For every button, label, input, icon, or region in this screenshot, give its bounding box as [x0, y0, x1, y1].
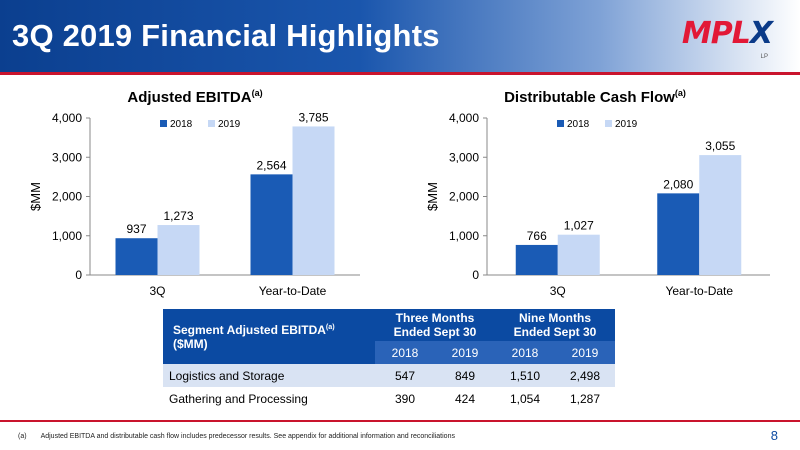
table-row-label: Gathering and Processing [163, 387, 375, 410]
dcf-y-tick-label: 4,000 [449, 111, 479, 125]
dcf-y-tick-label: 1,000 [449, 229, 479, 243]
ebitda-bar-2018 [115, 238, 158, 275]
header-banner: 3Q 2019 Financial Highlights MPLX LP [0, 0, 800, 72]
table-cell: 2,498 [555, 364, 615, 387]
page-title: 3Q 2019 Financial Highlights [12, 18, 440, 53]
footnote-text: Adjusted EBITDA and distributable cash f… [40, 433, 455, 440]
dcf-y-tick-label: 0 [472, 268, 479, 282]
ebitda-y-axis-label: $MM [28, 182, 43, 211]
dcf-bar-2018 [515, 244, 558, 275]
ebitda-x-tick-label: 3Q [149, 284, 165, 298]
table-group-header-three-months: Three Months Ended Sept 30 [375, 309, 495, 341]
dcf-x-tick-label: Year-to-Date [665, 284, 733, 298]
ebitda-bar-2019 [292, 126, 335, 275]
mplx-logo: MPLX LP [672, 16, 773, 60]
dcf-y-tick-label: 3,000 [449, 150, 479, 164]
ebitda-y-tick-label: 4,000 [52, 111, 82, 125]
table-title-sup: (a) [325, 322, 335, 331]
dcf-data-label: 1,027 [564, 219, 594, 233]
table-cell: 1,287 [555, 387, 615, 410]
footnote: (a) Adjusted EBITDA and distributable cas… [18, 433, 455, 440]
dcf-data-label: 2,080 [663, 177, 693, 191]
table-year-header: 2019 [555, 341, 615, 364]
ebitda-data-label: 3,785 [298, 110, 328, 124]
ebitda-legend-swatch [160, 120, 167, 127]
table-cell: 1,054 [495, 387, 555, 410]
dcf-data-label: 3,055 [705, 139, 735, 153]
ebitda-legend-label: 2018 [170, 119, 193, 130]
ebitda-y-tick-label: 3,000 [52, 150, 82, 164]
table-title-text: Segment Adjusted EBITDA [173, 323, 326, 337]
segment-table: Segment Adjusted EBITDA(a) ($MM) Three M… [163, 309, 615, 410]
ebitda-bar-2019 [157, 225, 200, 275]
ebitda-bar-2018 [250, 174, 293, 275]
table-cell: 390 [375, 387, 435, 410]
charts-area: Adjusted EBITDA(a) 0 1,000 2,000 3,000 4,000 $… [28, 88, 770, 298]
dcf-x-tick-label: 3Q [550, 284, 566, 298]
table-cell: 849 [435, 364, 495, 387]
dcf-bar-2018 [657, 193, 700, 275]
ebitda-y-tick-label: 1,000 [52, 229, 82, 243]
table-title: Segment Adjusted EBITDA(a) ($MM) [163, 309, 375, 364]
ebitda-legend-swatch [208, 120, 215, 127]
ebitda-legend-label: 2019 [218, 119, 241, 130]
ebitda-chart-title-sup: (a) [252, 88, 263, 98]
table-row-label: Logistics and Storage [163, 364, 375, 387]
table-cell: 424 [435, 387, 495, 410]
dcf-legend-swatch [605, 120, 612, 127]
footer-rule [0, 420, 800, 422]
table-year-header: 2019 [435, 341, 495, 364]
ebitda-data-label: 1,273 [163, 209, 193, 223]
dcf-legend-label: 2018 [567, 119, 590, 130]
logo-sub: LP [760, 54, 768, 60]
ebitda-y-tick-label: 2,000 [52, 190, 82, 204]
ebitda-data-label: 937 [126, 222, 146, 236]
table-row: Gathering and Processing 390 424 1,054 1… [163, 387, 615, 410]
ebitda-x-tick-label: Year-to-Date [259, 284, 327, 298]
table-cell: 1,510 [495, 364, 555, 387]
header-rule [0, 72, 800, 75]
dcf-y-axis-label: $MM [425, 182, 440, 211]
logo-wordmark-x: X [749, 16, 773, 51]
dcf-legend-swatch [557, 120, 564, 127]
ebitda-data-label: 2,564 [256, 158, 286, 172]
page-number: 8 [770, 428, 778, 443]
logo-wordmark-red: MPL [681, 16, 751, 51]
table-title-suffix: ($MM) [173, 337, 208, 351]
table-row: Logistics and Storage 547 849 1,510 2,49… [163, 364, 615, 387]
dcf-data-label: 766 [527, 229, 547, 243]
table-group-header-nine-months: Nine Months Ended Sept 30 [495, 309, 615, 341]
dcf-y-tick-label: 2,000 [449, 190, 479, 204]
table-cell: 547 [375, 364, 435, 387]
dcf-legend-label: 2019 [615, 119, 638, 130]
logo-wordmark: MPLX [681, 16, 773, 51]
dcf-bar-2019 [557, 234, 600, 275]
table-year-header: 2018 [495, 341, 555, 364]
footnote-mark: (a) [18, 433, 27, 440]
dcf-chart-title-sup: (a) [675, 88, 686, 98]
ebitda-chart-title: Adjusted EBITDA(a) [127, 88, 262, 106]
dcf-bar-2019 [699, 155, 742, 275]
ebitda-y-tick-label: 0 [75, 268, 82, 282]
table-year-header: 2018 [375, 341, 435, 364]
dcf-chart-title: Distributable Cash Flow(a) [504, 88, 686, 106]
